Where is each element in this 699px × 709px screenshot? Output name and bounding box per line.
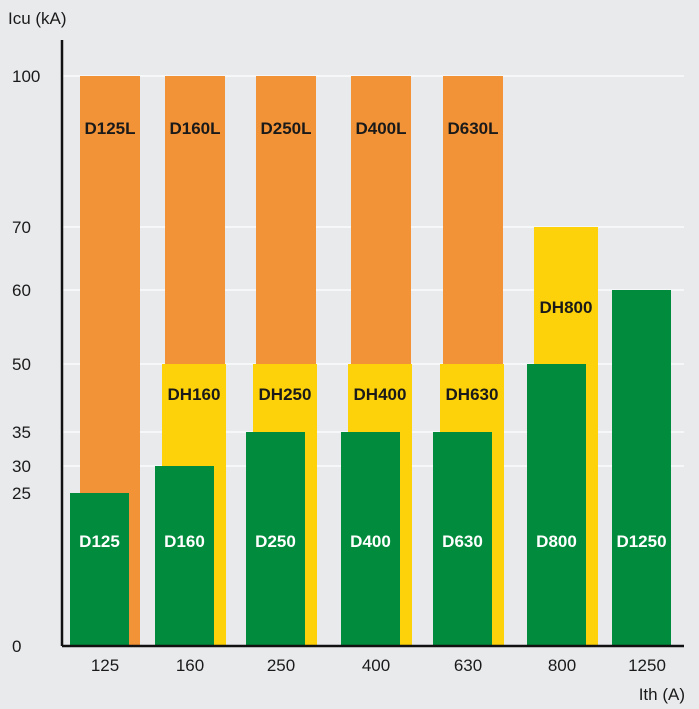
bar-label: D250L — [260, 119, 311, 138]
y-tick-label: 30 — [12, 457, 31, 476]
x-tick-label: 400 — [362, 656, 390, 675]
bar-label: D400 — [350, 532, 391, 551]
bar-label: DH160 — [168, 385, 221, 404]
bar-label: D125 — [79, 532, 120, 551]
bar — [246, 432, 305, 646]
bar-label: D1250 — [616, 532, 666, 551]
bar-label: D160 — [164, 532, 205, 551]
x-tick-label: 125 — [91, 656, 119, 675]
bar — [612, 290, 671, 646]
y-tick-labels: 0 25 30 35 50 60 70 100 — [12, 67, 40, 656]
bar-label: D400L — [355, 119, 406, 138]
bar-label: D160L — [169, 119, 220, 138]
x-tick-label: 250 — [267, 656, 295, 675]
y-tick-label: 0 — [12, 637, 21, 656]
x-tick-label: 160 — [176, 656, 204, 675]
y-tick-label: 60 — [12, 281, 31, 300]
y-tick-label: 25 — [12, 484, 31, 503]
bar — [341, 432, 400, 646]
x-tick-label: 630 — [454, 656, 482, 675]
bar-label: DH400 — [354, 385, 407, 404]
bar-label: D125L — [84, 119, 135, 138]
bar — [433, 432, 492, 646]
bar-label: DH800 — [540, 298, 593, 317]
y-tick-label: 35 — [12, 423, 31, 442]
bar-labels: D125L D160L D250L D400L D630L DH160 DH250 DH400… — [79, 119, 666, 551]
x-tick-label: 1250 — [628, 656, 666, 675]
bar-label: D800 — [536, 532, 577, 551]
y-tick-label: 70 — [12, 218, 31, 237]
bars — [70, 76, 671, 646]
y-tick-label: 100 — [12, 67, 40, 86]
bar-label: D630 — [442, 532, 483, 551]
bar — [155, 466, 214, 646]
bar-label: DH250 — [259, 385, 312, 404]
x-axis-title: Ith (A) — [639, 685, 685, 704]
bar-label: D250 — [255, 532, 296, 551]
y-axis-title: Icu (kA) — [8, 9, 67, 28]
bar-label: D630L — [447, 119, 498, 138]
bar — [70, 493, 129, 646]
y-tick-label: 50 — [12, 355, 31, 374]
bar — [527, 364, 586, 646]
x-tick-label: 800 — [548, 656, 576, 675]
bar-label: DH630 — [446, 385, 499, 404]
x-tick-labels: 125 160 250 400 630 800 1250 — [91, 656, 666, 675]
